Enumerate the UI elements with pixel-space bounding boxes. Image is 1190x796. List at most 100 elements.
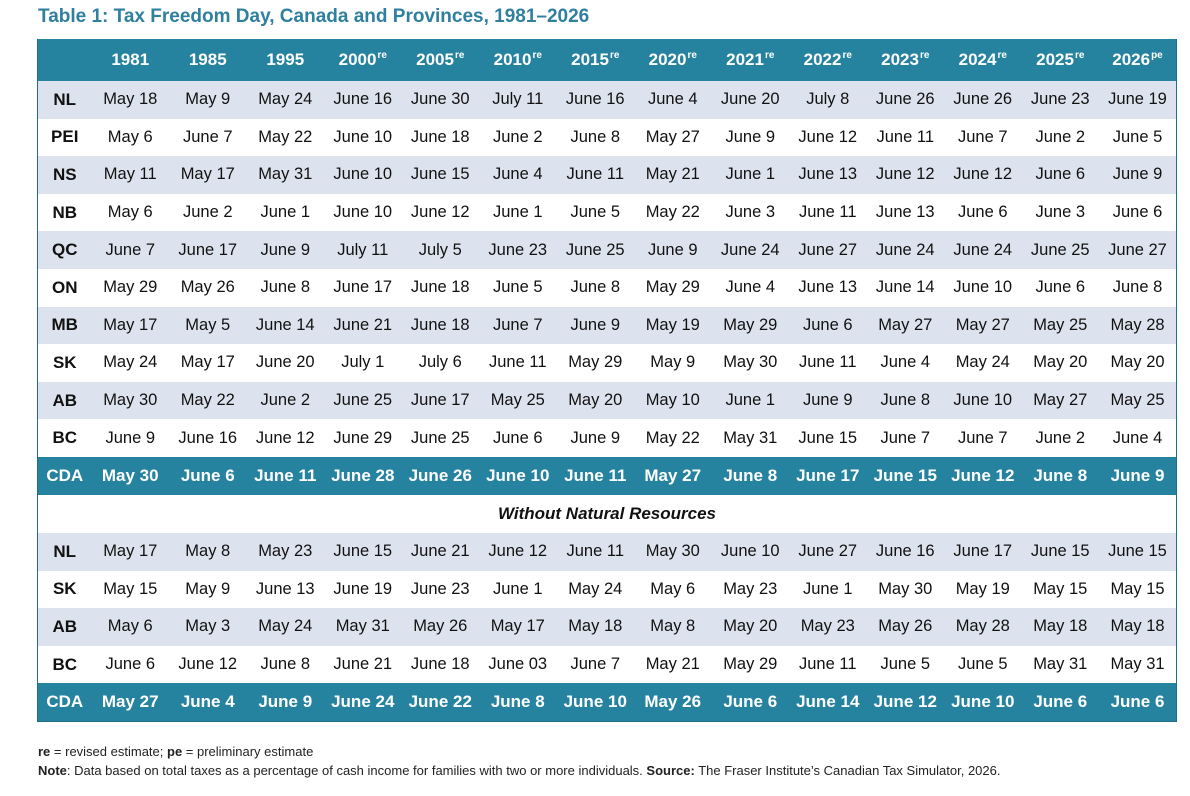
table-cell: June 5	[570, 203, 621, 222]
table-cell: May 29	[723, 655, 778, 674]
year-label: 2026	[1112, 50, 1151, 69]
table-cell: June 10	[486, 465, 550, 485]
table-cell: May 29	[103, 278, 158, 297]
table-cell: July 11	[337, 240, 389, 259]
table-cell: June 10	[333, 127, 393, 146]
table-cell: June 10	[951, 692, 1015, 712]
table-cell: May 27	[644, 465, 702, 485]
table-cell: June 6	[802, 315, 853, 334]
row-label: QC	[52, 240, 78, 260]
year-header: 2020re	[634, 39, 712, 81]
table-cell: June 9	[105, 428, 156, 447]
table-cell: June 6	[1033, 692, 1088, 712]
year-header: 2025re	[1022, 39, 1100, 81]
year-label: 2022	[803, 50, 842, 69]
table-cell: May 19	[955, 579, 1010, 598]
year-suffix: re	[454, 50, 465, 61]
pe-abbrev: pe	[167, 744, 183, 759]
table-cell: June 10	[333, 203, 393, 222]
table-cell: May 6	[107, 203, 153, 222]
source-text: The Fraser Institute’s Canadian Tax Simu…	[694, 763, 1001, 778]
table-cell: May 26	[878, 617, 933, 636]
table-cell: June 14	[255, 315, 315, 334]
table-cell: May 25	[490, 391, 545, 410]
table-cell: June 1	[725, 165, 776, 184]
year-label: 1985	[188, 50, 227, 69]
table-cell: June 11	[799, 353, 857, 372]
year-header: 2005re	[402, 39, 480, 81]
table-cell: May 24	[955, 353, 1010, 372]
table-row: BC June 6 June 12 June 8 June 21 June 18 June …	[37, 645, 1177, 684]
table-cell: June 6	[957, 203, 1008, 222]
table-cell: June 9	[647, 240, 698, 259]
table-cell: May 28	[1110, 315, 1165, 334]
table-cell: May 21	[645, 165, 700, 184]
table-cell: June 15	[798, 428, 858, 447]
row-label: CDA	[46, 465, 84, 485]
year-header: 2010re	[479, 39, 557, 81]
table-cell: July 1	[341, 353, 385, 372]
table-cell: June 7	[182, 127, 233, 146]
row-label: BC	[52, 428, 78, 448]
table-cell: May 15	[103, 579, 158, 598]
table-cell: June 7	[880, 428, 931, 447]
table-cell: June 12	[178, 655, 238, 674]
table-cell: June 1	[802, 579, 853, 598]
table-cell: May 18	[1033, 617, 1088, 636]
table-cell: May 24	[258, 617, 313, 636]
table-cell: May 22	[258, 127, 313, 146]
year-suffix: re	[764, 50, 775, 61]
table-cell: May 31	[335, 617, 390, 636]
table-cell: June 5	[1112, 127, 1163, 146]
table-cell: May 26	[413, 617, 468, 636]
table-cell: June 4	[1112, 428, 1163, 447]
row-label: ON	[52, 277, 78, 297]
table-cell: June 15	[873, 465, 937, 485]
canada-total-row: CDA May 27 June 4 June 9 June 24 June 22 June …	[37, 683, 1177, 722]
table-cell: June 25	[565, 240, 625, 259]
table-cell: May 15	[1033, 579, 1088, 598]
table-cell: June 8	[1033, 465, 1088, 485]
table-cell: May 18	[568, 617, 623, 636]
table-cell: June 7	[957, 127, 1008, 146]
table-cell: May 27	[1033, 391, 1088, 410]
table-cell: May 25	[1033, 315, 1088, 334]
table-cell: June 16	[875, 542, 935, 561]
table-cell: June 7	[570, 655, 621, 674]
table-cell: June 13	[255, 579, 315, 598]
table-cell: May 17	[490, 617, 545, 636]
table-cell: June 24	[875, 240, 935, 259]
table-cell: June 2	[1035, 428, 1086, 447]
row-label: NS	[52, 164, 77, 184]
table-cell: June 15	[1108, 542, 1167, 561]
table-cell: May 9	[650, 353, 696, 372]
row-label: AB	[52, 616, 78, 636]
table-cell: June 20	[720, 90, 780, 109]
table-cell: May 26	[180, 278, 235, 297]
table-cell: June 18	[410, 278, 470, 297]
table-cell: June 1	[492, 203, 543, 222]
year-label: 2020	[648, 50, 687, 69]
row-label: NB	[52, 202, 78, 222]
table-cell: June 8	[880, 391, 931, 410]
table-cell: June 10	[953, 391, 1013, 410]
table-cell: June 5	[880, 655, 931, 674]
table-cell: May 17	[103, 315, 158, 334]
table-cell: June 8	[1112, 278, 1163, 297]
year-suffix: re	[919, 50, 930, 61]
table-row: NL May 18 May 9 May 24 June 16 June 30 July 11…	[37, 81, 1177, 119]
row-label: PEI	[51, 127, 79, 147]
table-cell: July 11	[492, 90, 544, 109]
table-cell: June 6	[105, 655, 156, 674]
table-cell: June 3	[725, 203, 776, 222]
table-cell: June 28	[331, 465, 395, 485]
table-cell: May 30	[101, 465, 159, 485]
table-cell: May 5	[185, 315, 231, 334]
table-cell: May 31	[258, 165, 313, 184]
table-cell: June 11	[254, 465, 317, 485]
row-label: NL	[53, 89, 77, 109]
year-suffix: re	[532, 50, 542, 61]
table-cell: June 25	[410, 428, 470, 447]
table-cell: May 27	[101, 692, 159, 712]
row-label: CDA	[46, 692, 84, 712]
